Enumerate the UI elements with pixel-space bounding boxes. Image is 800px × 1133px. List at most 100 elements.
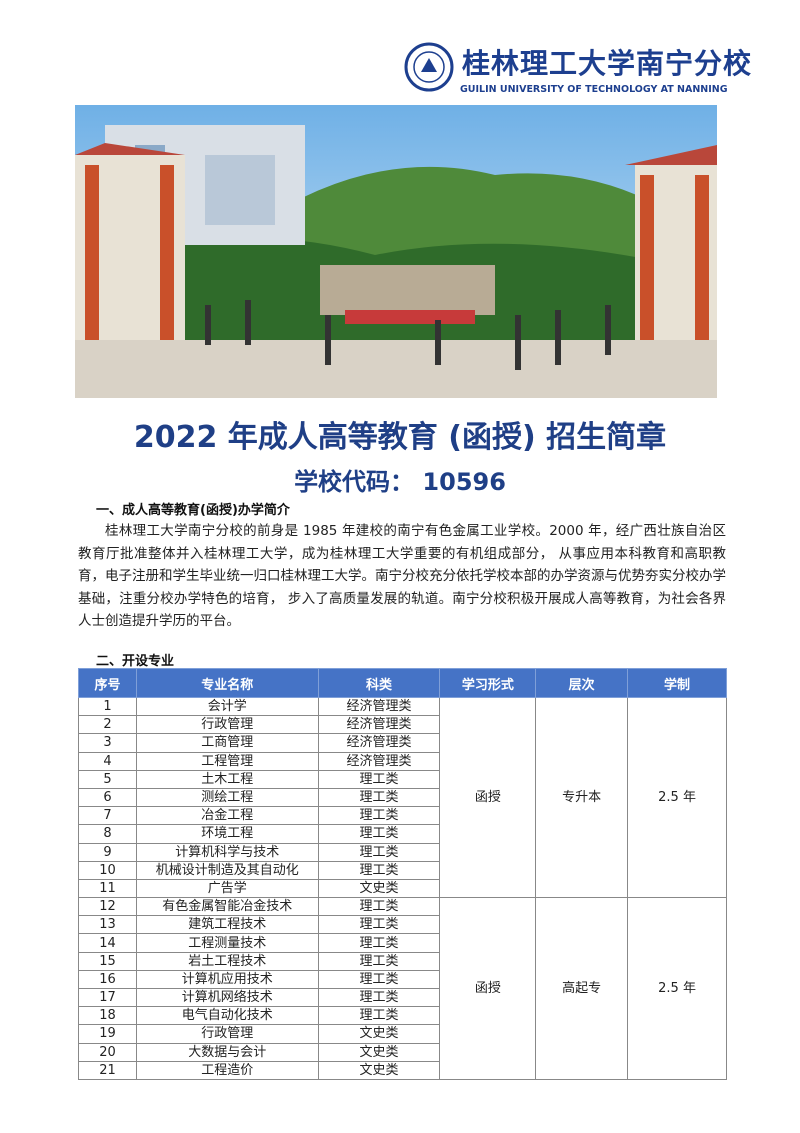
table-cell: 建筑工程技术: [135, 915, 319, 935]
table-cell: 土木工程: [135, 769, 319, 789]
table-cell: 15: [78, 951, 137, 971]
table-cell: 冶金工程: [135, 806, 319, 826]
merged-cell: 函授: [439, 897, 537, 1080]
table-row: 8 环境工程 理工类: [78, 824, 727, 844]
table-cell: 1: [78, 696, 137, 717]
logo-emblem: [404, 42, 454, 92]
table-cell: 经济管理类: [317, 733, 441, 753]
table-row: 20 大数据与会计 文史类: [78, 1042, 727, 1062]
table-cell: 计算机网络技术: [135, 987, 319, 1008]
section-heading: 二、开设专业: [96, 654, 175, 669]
header-cell: 学习形式: [439, 668, 537, 698]
table-cell: 理工类: [317, 824, 441, 844]
table-cell: 18: [78, 1006, 137, 1026]
table-cell: 4: [78, 751, 137, 771]
table-cell: 广告学: [135, 878, 319, 899]
table-cell: 16: [78, 969, 137, 990]
merged-cell: 2.5 年: [627, 897, 727, 1080]
section-heading: 一、成人高等教育(函授)办学简介: [96, 503, 290, 518]
table-cell: 大数据与会计: [135, 1042, 319, 1062]
table-row: 13 建筑工程技术 理工类: [78, 915, 727, 935]
table-cell: 9: [78, 842, 137, 862]
table-cell: 17: [78, 987, 137, 1008]
table-cell: 有色金属智能冶金技术: [135, 897, 319, 917]
table-cell: 13: [78, 915, 137, 935]
table-cell: 21: [78, 1060, 137, 1080]
table-cell: 行政管理: [135, 715, 319, 735]
header-cell: 学制: [627, 668, 727, 698]
merged-cell: 专升本: [535, 696, 629, 899]
table-cell: 20: [78, 1042, 137, 1062]
table-cell: 工程造价: [135, 1060, 319, 1080]
table-row: 16 计算机应用技术 理工类: [78, 969, 727, 990]
table-row: 18 电气自动化技术 理工类: [78, 1006, 727, 1026]
table-cell: 理工类: [317, 1006, 441, 1026]
table-cell: 理工类: [317, 860, 441, 880]
majors-table: 序号 专业名称 科类 学习形式 层次 学制 1 会计学 经济管理类 函授 专升本 2.5 年 2 行政管…: [78, 668, 727, 1080]
table-cell: 7: [78, 806, 137, 826]
header-cell: 序号: [78, 668, 137, 698]
table-cell: 经济管理类: [317, 751, 441, 771]
table-cell: 工程测量技术: [135, 933, 319, 953]
school-code: 学校代码： 10596: [294, 468, 506, 496]
table-cell: 文史类: [317, 1042, 441, 1062]
table-cell: 文史类: [317, 1060, 441, 1080]
table-cell: 理工类: [317, 969, 441, 990]
table-cell: 理工类: [317, 787, 441, 808]
table-cell: 8: [78, 824, 137, 844]
table-row: 11 广告学 文史类: [78, 878, 727, 899]
table-cell: 理工类: [317, 987, 441, 1008]
table-cell: 3: [78, 733, 137, 753]
table-cell: 理工类: [317, 933, 441, 953]
table-row: 19 行政管理 文史类: [78, 1024, 727, 1044]
table-cell: 2: [78, 715, 137, 735]
table-cell: 计算机应用技术: [135, 969, 319, 990]
table-cell: 理工类: [317, 915, 441, 935]
table-cell: 岩土工程技术: [135, 951, 319, 971]
table-cell: 测绘工程: [135, 787, 319, 808]
table-row: 9 计算机科学与技术 理工类: [78, 842, 727, 862]
table-row: 4 工程管理 经济管理类: [78, 751, 727, 771]
title: 2022 年成人高等教育 (函授) 招生简章: [133, 420, 667, 455]
table-cell: 环境工程: [135, 824, 319, 844]
header-cell: 科类: [317, 668, 441, 698]
table-row: 21 工程造价 文史类: [78, 1060, 727, 1080]
table-cell: 经济管理类: [317, 715, 441, 735]
table-row: 10 机械设计制造及其自动化 理工类: [78, 860, 727, 880]
table-cell: 电气自动化技术: [135, 1006, 319, 1026]
merged-cell: 函授: [439, 696, 537, 899]
table-cell: 10: [78, 860, 137, 880]
table-row: 5 土木工程 理工类: [78, 769, 727, 789]
table-cell: 行政管理: [135, 1024, 319, 1044]
table-cell: 理工类: [317, 769, 441, 789]
table-cell: 11: [78, 878, 137, 899]
table-cell: 5: [78, 769, 137, 789]
table-cell: 计算机科学与技术: [135, 842, 319, 862]
table-cell: 理工类: [317, 951, 441, 971]
table-row: 12 有色金属智能冶金技术 理工类 函授 高起专 2.5 年: [78, 897, 727, 1080]
merged-cell: 高起专: [535, 897, 629, 1080]
school-name-en: GUILIN UNIVERSITY OF TECHNOLOGY AT NANNI…: [460, 84, 728, 95]
table-cell: 机械设计制造及其自动化: [135, 860, 319, 880]
table-cell: 理工类: [317, 897, 441, 917]
header-cell: 层次: [535, 668, 629, 698]
table-cell: 文史类: [317, 878, 441, 899]
table-cell: 19: [78, 1024, 137, 1044]
table-cell: 14: [78, 933, 137, 953]
table-cell: 12: [78, 897, 137, 917]
table-cell: 工商管理: [135, 733, 319, 753]
table-cell: 文史类: [317, 1024, 441, 1044]
table-cell: 经济管理类: [317, 696, 441, 717]
table-cell: 理工类: [317, 806, 441, 826]
table-row: 2 行政管理 经济管理类: [78, 715, 727, 735]
table-cell: 工程管理: [135, 751, 319, 771]
table-header: 序号 专业名称 科类 学习形式 层次 学制: [78, 668, 727, 698]
table-row: 1 会计学 经济管理类 函授 专升本 2.5 年: [78, 696, 727, 899]
table-cell: 会计学: [135, 696, 319, 717]
table-cell: 6: [78, 787, 137, 808]
merged-cell: 2.5 年: [627, 696, 727, 899]
header-cell: 专业名称: [135, 668, 319, 698]
table-row: 6 测绘工程 理工类: [78, 787, 727, 808]
intro-paragraph: 桂林理工大学南宁分校的前身是 1985 年建校的南宁有色金属工业学校。2000 …: [78, 523, 726, 630]
